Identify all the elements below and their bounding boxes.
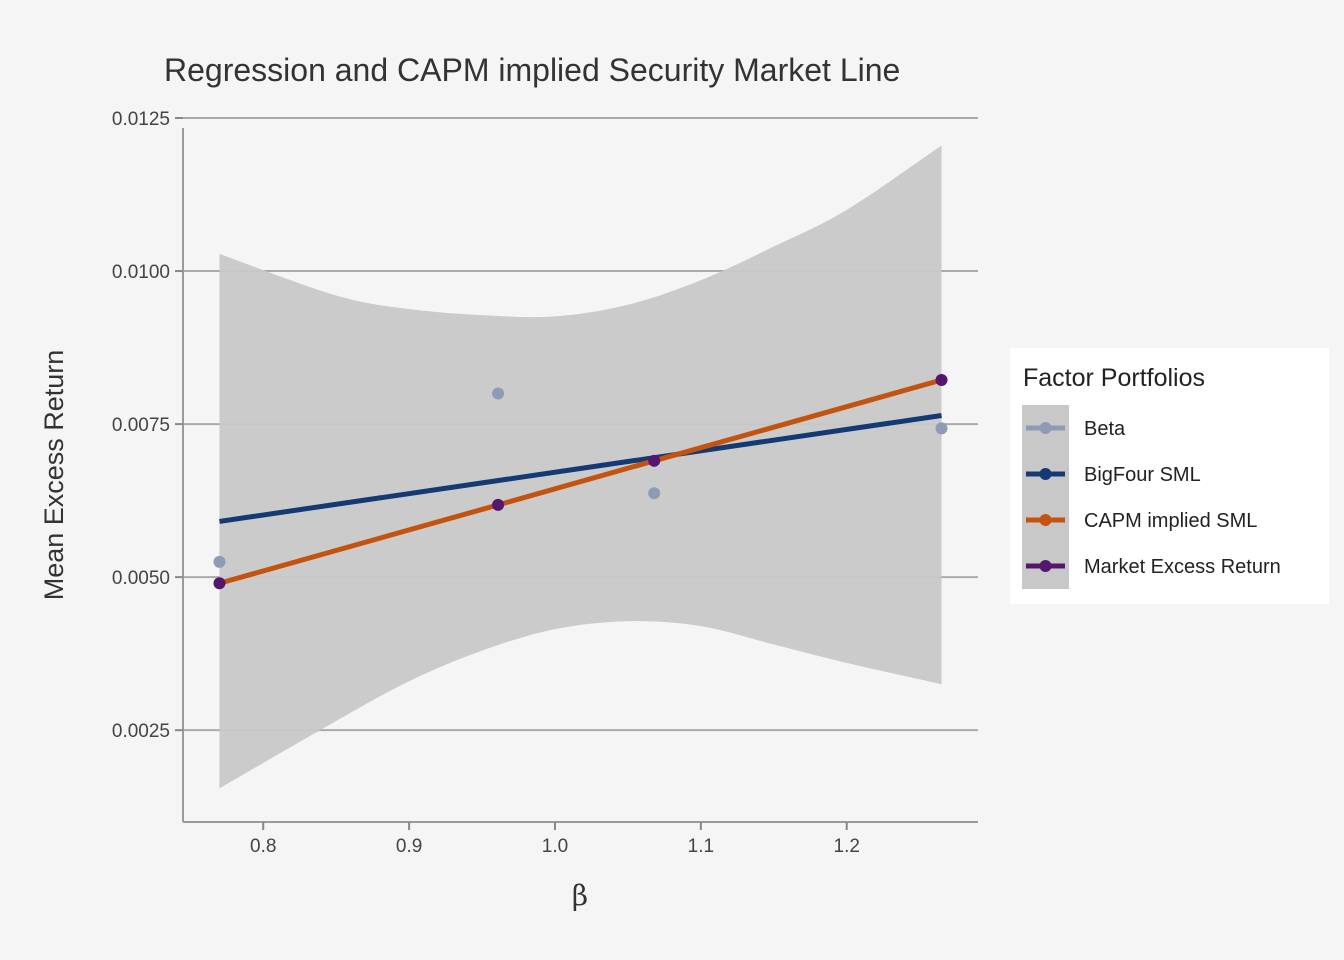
market-excess-return-point <box>213 577 226 590</box>
legend-dot-bigfour-sml <box>1039 468 1052 480</box>
series-points <box>213 374 948 590</box>
legend-dot-capm-implied-sml <box>1039 514 1052 526</box>
y-axis-ticks: 0.0025 0.0050 0.0075 0.0100 0.0125 <box>112 109 183 742</box>
y-tick-label: 0.0125 <box>112 109 170 130</box>
y-tick-label: 0.0100 <box>112 262 170 283</box>
x-tick-label: 1.0 <box>542 836 568 857</box>
x-tick-label: 0.8 <box>250 836 276 857</box>
beta-point <box>648 487 661 500</box>
y-tick-label: 0.0050 <box>112 568 170 589</box>
beta-point <box>935 422 948 435</box>
legend-label-bigfour-sml: BigFour SML <box>1084 464 1201 486</box>
legend-dot-market-excess-return <box>1039 560 1052 572</box>
y-axis-title: Mean Excess Return <box>39 350 69 601</box>
y-tick-label: 0.0025 <box>112 721 170 742</box>
series-lines <box>218 377 943 586</box>
y-tick-label: 0.0075 <box>112 415 170 436</box>
beta-point <box>492 387 505 400</box>
axes <box>182 128 978 823</box>
market-excess-return-point <box>492 498 505 511</box>
market-excess-return-point <box>935 374 948 387</box>
legend-label-market-excess-return: Market Excess Return <box>1084 556 1281 578</box>
x-tick-label: 0.9 <box>396 836 422 857</box>
beta-point <box>213 555 226 568</box>
market-excess-return-point <box>648 454 661 467</box>
x-axis-ticks: 0.8 0.9 1.0 1.1 1.2 <box>250 822 860 857</box>
legend-items: Beta BigFour SML CAPM implied SML Market Ex… <box>1022 405 1281 589</box>
x-tick-label: 1.1 <box>688 836 714 857</box>
legend-label-beta: Beta <box>1084 418 1126 440</box>
legend: Factor Portfolios Beta BigFour SML CAPM im… <box>1010 348 1329 604</box>
legend-dot-beta <box>1039 422 1052 434</box>
bigfour-sml-line <box>219 413 942 524</box>
capm-implied-sml-line <box>218 377 943 586</box>
legend-label-capm-implied-sml: CAPM implied SML <box>1084 510 1257 532</box>
legend-title: Factor Portfolios <box>1023 364 1205 392</box>
chart-title: Regression and CAPM implied Security Mar… <box>164 52 900 88</box>
x-tick-label: 1.2 <box>834 836 860 857</box>
x-axis-title: β <box>572 879 588 912</box>
